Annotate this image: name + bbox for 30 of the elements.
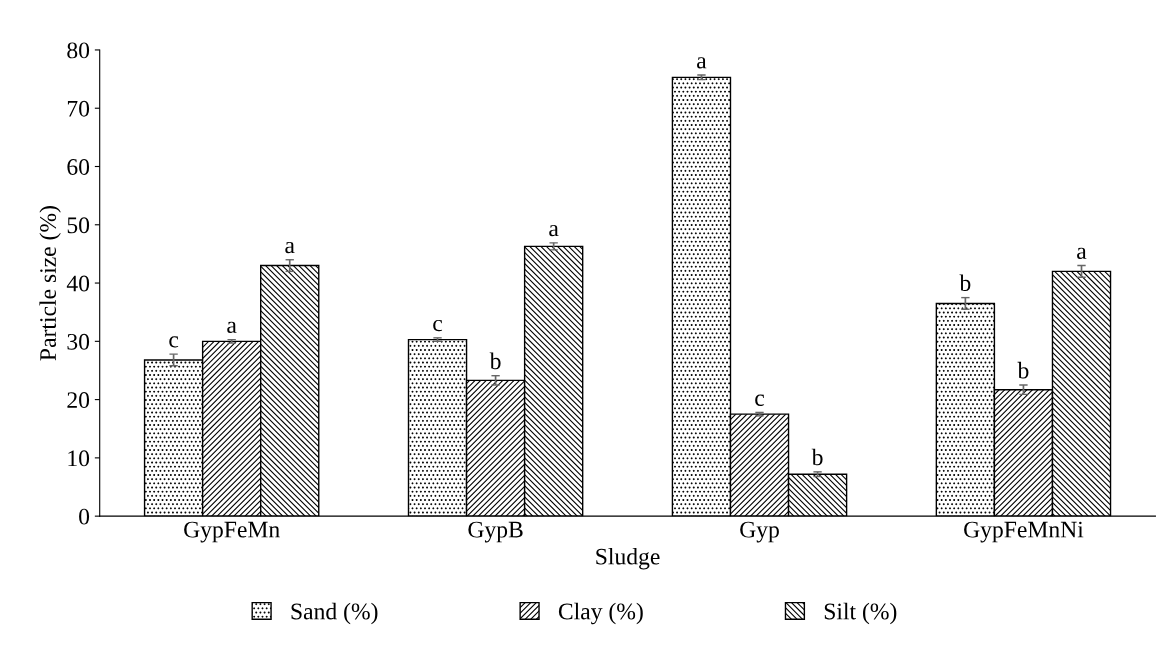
x-axis-title: Sludge bbox=[596, 547, 660, 570]
data-label: a bbox=[549, 224, 559, 237]
legend-label: Silt (%) bbox=[824, 602, 897, 625]
data-label: b bbox=[489, 352, 501, 370]
y-tick-label: 70 bbox=[67, 100, 90, 117]
legend-label: Sand (%) bbox=[291, 602, 378, 625]
y-tick-label: 40 bbox=[66, 275, 90, 292]
y-tick-label: 50 bbox=[67, 217, 90, 234]
data-label: c bbox=[169, 336, 179, 348]
data-label: a bbox=[285, 241, 295, 254]
y-tick-label: 60 bbox=[67, 158, 90, 175]
y-axis-title: Particle size (%) bbox=[39, 206, 61, 361]
y-tick-label: 10 bbox=[68, 450, 90, 467]
x-tick-label: GypB bbox=[468, 521, 523, 543]
y-tick-label: 20 bbox=[67, 392, 90, 409]
data-label: a bbox=[227, 321, 237, 334]
data-label: b bbox=[811, 448, 823, 466]
data-label: b bbox=[1017, 361, 1029, 379]
y-tick-label: 0 bbox=[79, 508, 90, 525]
y-tick-label: 80 bbox=[67, 42, 90, 59]
x-tick-label: GypFeMnNi bbox=[964, 521, 1084, 543]
data-label: c bbox=[755, 394, 765, 406]
data-label: a bbox=[697, 57, 707, 69]
data-label: c bbox=[433, 319, 443, 332]
data-label: b bbox=[959, 274, 971, 292]
legend-label: Clay (%) bbox=[558, 602, 643, 625]
y-tick-label: 30 bbox=[67, 333, 90, 350]
x-tick-label: GypFeMn bbox=[184, 521, 280, 543]
x-tick-label: Gyp bbox=[740, 521, 779, 543]
data-label: a bbox=[1077, 247, 1087, 260]
